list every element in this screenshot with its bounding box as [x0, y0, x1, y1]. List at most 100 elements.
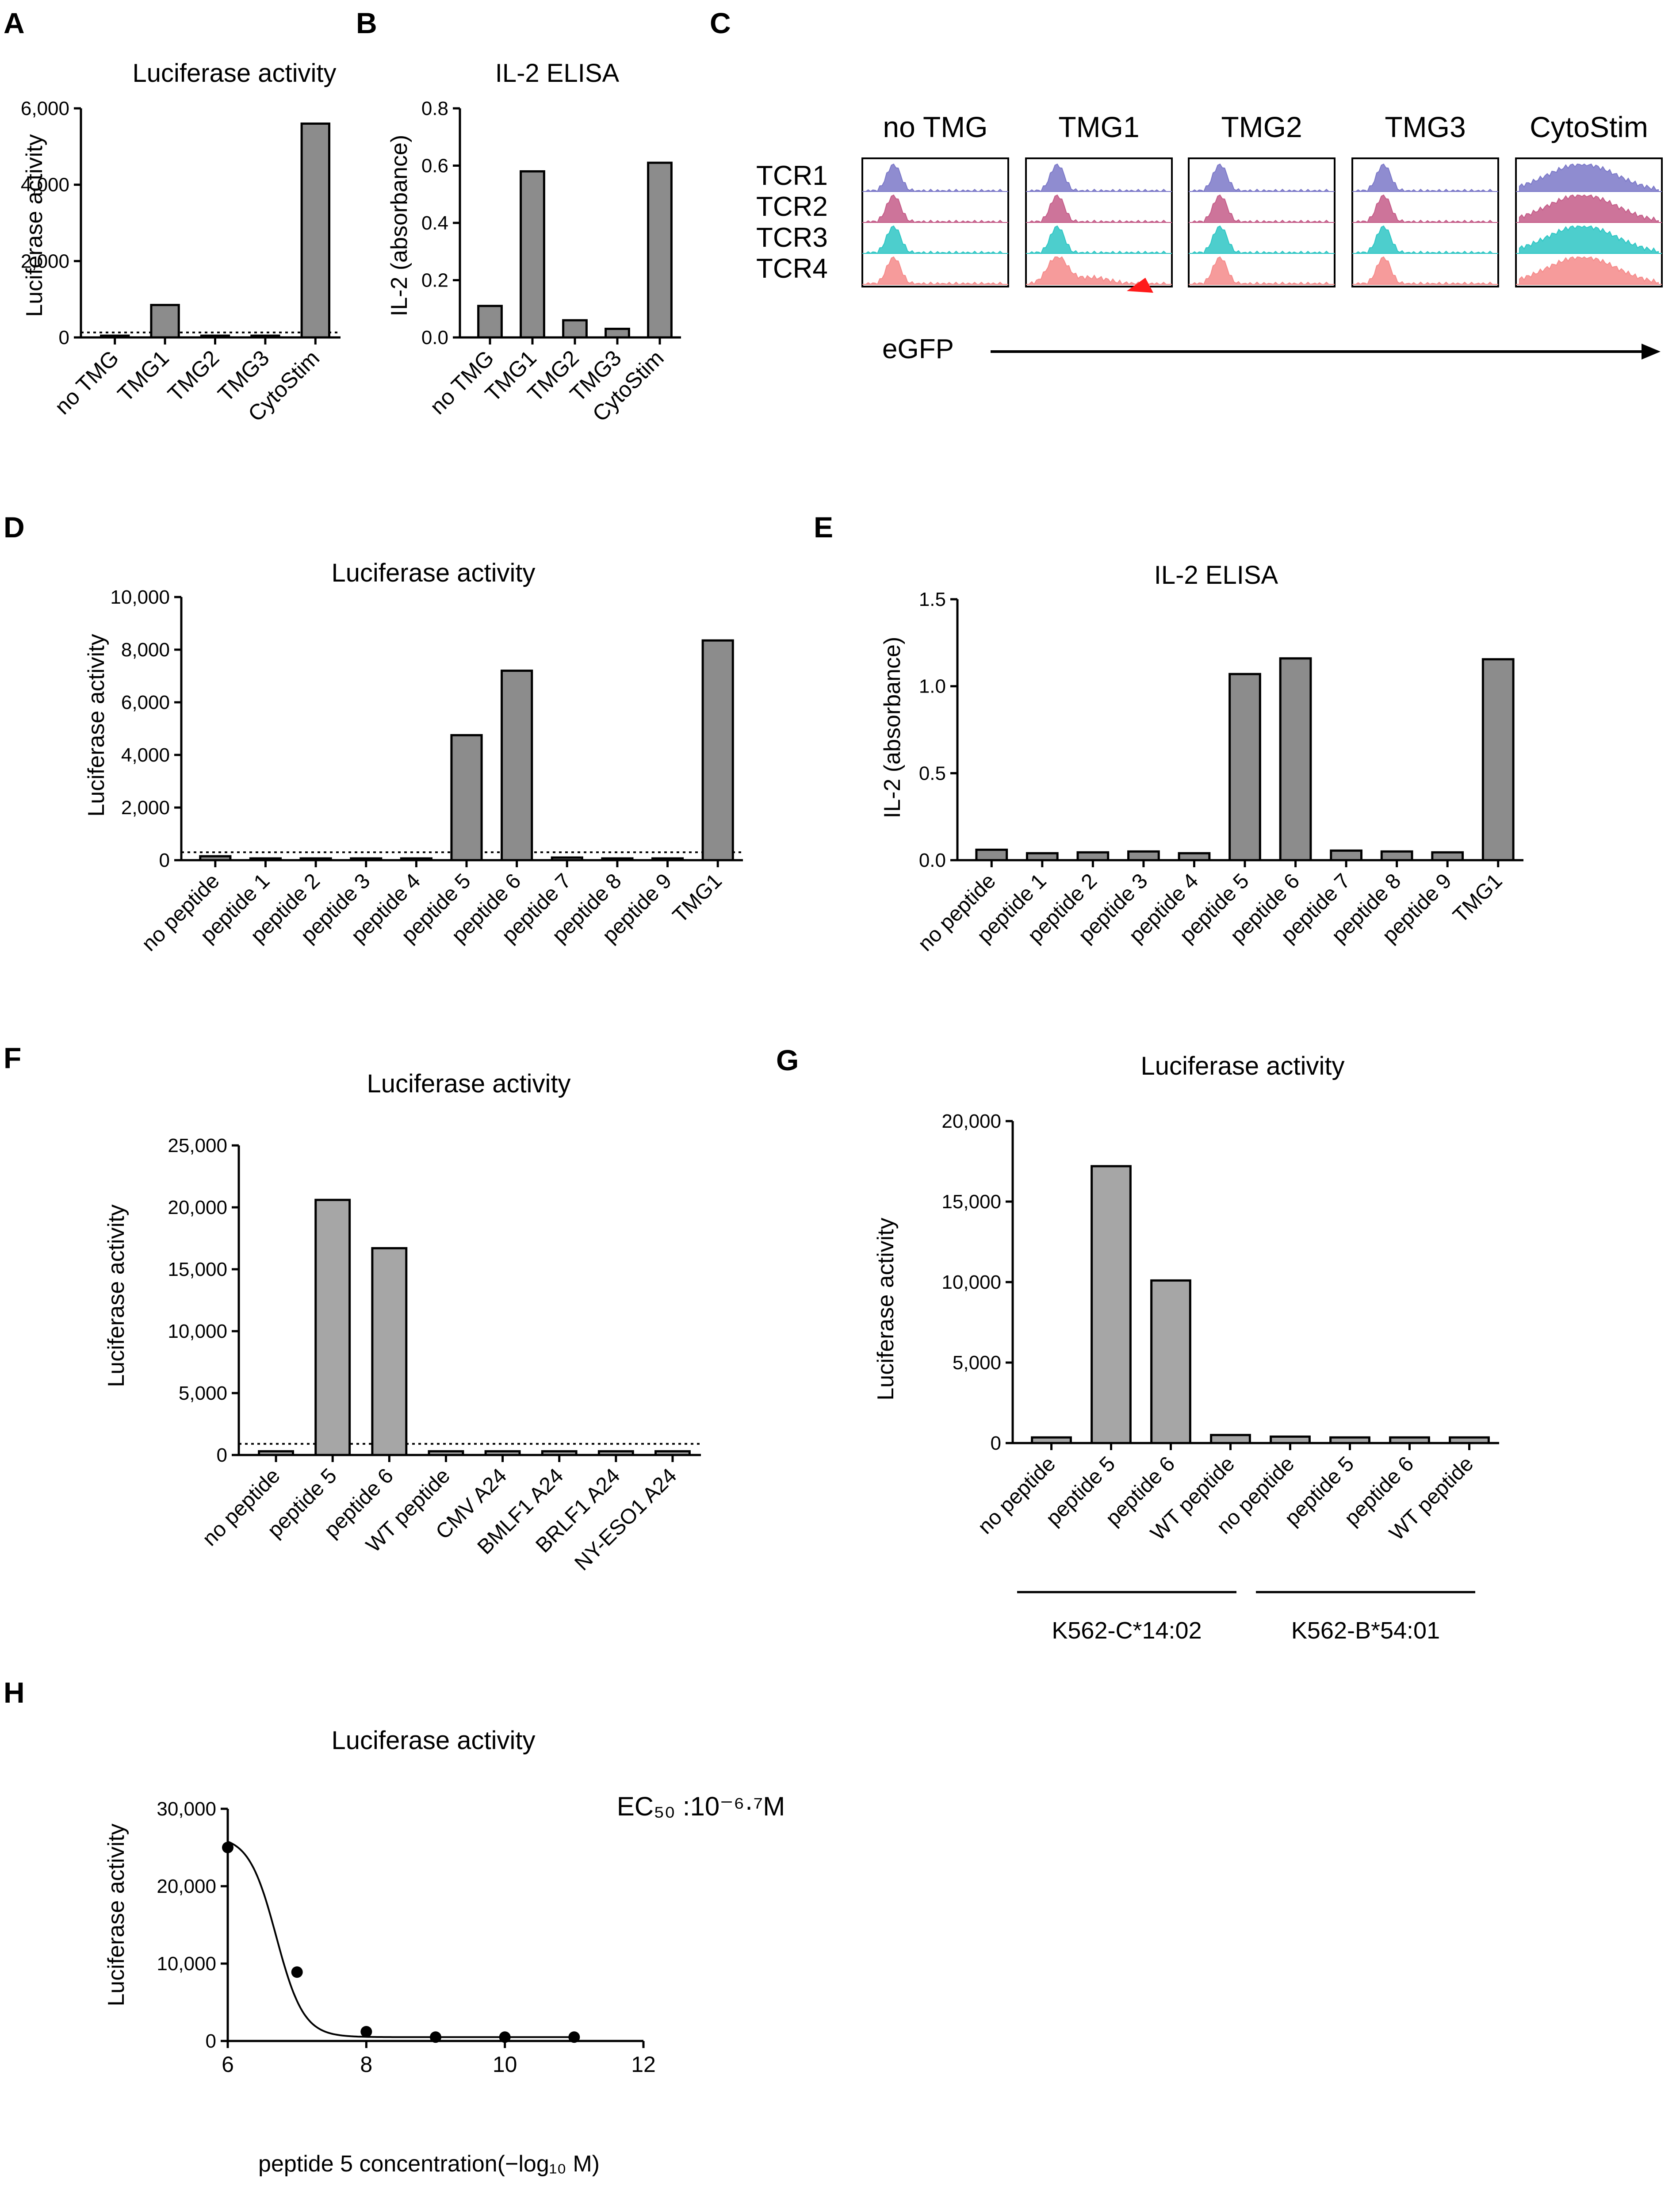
panel-label-d: D — [4, 511, 25, 544]
panel-f-y-tick-label: 15,000 — [168, 1259, 227, 1280]
panel-d-y-tick-label: 4,000 — [121, 744, 170, 766]
panel-d-y-tick-label: 6,000 — [121, 692, 170, 713]
panel-b-y-tick-label: 0.2 — [421, 270, 448, 291]
panel-label-f: F — [4, 1041, 21, 1074]
panel-e-y-tick-label: 0.5 — [919, 762, 946, 784]
panel-b-y-label: IL-2 (absorbance) — [387, 135, 412, 316]
panel-b: B IL-2 ELISA IL-2 (absorbance) 0.0 0.2 0.4… — [356, 7, 681, 426]
panel-g-y-tick-label: 5,000 — [953, 1352, 1001, 1374]
panel-d-title: Luciferase activity — [332, 559, 536, 587]
panel-c-histogram-tcr1 — [864, 163, 1005, 192]
panel-g-bar — [1150, 1279, 1191, 1444]
panel-b-bar — [477, 305, 503, 339]
panel-a-bar — [150, 304, 180, 339]
panel-g-bar — [1031, 1436, 1072, 1444]
panel-c-column-header: TMG3 — [1385, 111, 1466, 143]
panel-g-group-label: K562-C*14:02 — [1052, 1617, 1202, 1644]
panel-d-bar — [199, 855, 232, 862]
panel-g-y-tick-label: 0 — [991, 1432, 1001, 1454]
panel-c-histogram-tcr1 — [1190, 163, 1331, 192]
panel-c-histogram-tcr2 — [864, 194, 1005, 223]
panel-h-data-point — [499, 2031, 511, 2043]
panel-h-data-point — [222, 1842, 233, 1853]
panel-f-bar — [314, 1198, 351, 1456]
panel-e-bar — [1228, 673, 1261, 862]
panel-f-bar — [484, 1450, 521, 1456]
panel-c-row-label: TCR1 — [756, 161, 828, 191]
panel-d-y-label: Luciferase activity — [84, 634, 109, 816]
panel-h-data-point — [360, 2026, 372, 2037]
panel-b-y-tick-label: 0.8 — [421, 98, 448, 119]
panel-c-histogram-tcr1 — [1028, 163, 1168, 192]
panel-b-y-tick-label: 0.0 — [421, 327, 448, 348]
panel-h-y-label: Luciferase activity — [103, 1823, 129, 2006]
panel-f-y-tick-label: 0 — [217, 1444, 227, 1466]
panel-e-y-label: IL-2 (absorbance) — [880, 637, 905, 818]
panel-g-bar — [1389, 1436, 1430, 1444]
panel-d-y-tick-label: 10,000 — [110, 586, 170, 608]
panel-d-bar — [299, 857, 332, 862]
panel-d-bar — [701, 639, 734, 862]
panel-c-histogram-tcr2 — [1190, 194, 1331, 223]
panel-h-y-tick-label: 20,000 — [157, 1876, 216, 1897]
panel-d-bar — [249, 857, 282, 862]
panel-g-bar — [1270, 1435, 1311, 1444]
panel-c-histogram-tcr2 — [1354, 194, 1495, 223]
panel-h-data-point — [568, 2031, 580, 2043]
panel-h: H Luciferase activity Luciferase activit… — [4, 1676, 785, 2177]
panel-label-b: B — [356, 7, 377, 39]
panel-c-histogram-tcr4 — [1190, 256, 1331, 285]
panel-c-histogram-tcr3 — [1354, 225, 1495, 254]
panel-e-y-tick-label: 1.5 — [919, 589, 946, 610]
panel-f-bar — [654, 1450, 691, 1456]
panel-f-y-tick-label: 20,000 — [168, 1197, 227, 1218]
panel-a-bar — [250, 334, 280, 339]
panel-e-bar — [975, 848, 1008, 862]
panel-c-histogram-tcr2 — [1028, 194, 1168, 223]
panel-a: A Luciferase activity Luciferase activit… — [4, 7, 341, 426]
panel-c: C no TMG TMG1 TMG2 TMG3 CytoStim TCR1TCR2TCR3… — [710, 7, 1663, 364]
panel-label-c: C — [710, 7, 731, 39]
panel-e-category-label: TMG1 — [1449, 869, 1507, 927]
panel-e-bar — [1178, 852, 1211, 862]
panel-e-title: IL-2 ELISA — [1154, 561, 1278, 590]
panel-e-bar — [1127, 850, 1160, 862]
panel-b-bar — [520, 170, 545, 339]
panel-h-y-tick-label: 0 — [206, 2030, 216, 2052]
panel-label-a: A — [4, 7, 25, 39]
panel-h-x-label: peptide 5 concentration(−log₁₀ M) — [258, 2151, 600, 2177]
panel-d-y-tick-label: 0 — [159, 850, 170, 871]
panel-label-e: E — [814, 511, 833, 544]
panel-c-x-label: eGFP — [882, 334, 954, 364]
panel-c-histogram-tcr2 — [1519, 194, 1659, 223]
panel-a-y-label: Luciferase activity — [22, 134, 47, 317]
panel-c-histogram-tcr4 — [1519, 256, 1659, 285]
panel-e-bar — [1026, 852, 1059, 862]
panel-a-category-label: no TMG — [50, 345, 124, 419]
panel-f-plot: 0 5,000 10,000 15,000 20,000 25,000 no peptide… — [168, 1135, 701, 1575]
panel-a-y-tick-label: 2,000 — [21, 250, 69, 272]
panel-h-data-point — [430, 2031, 441, 2043]
panel-c-column-header: TMG2 — [1221, 111, 1302, 143]
panel-d-y-tick-label: 8,000 — [121, 639, 170, 661]
panel-c-column-header: CytoStim — [1530, 111, 1648, 143]
panel-f-bar — [371, 1247, 408, 1456]
panel-b-bar — [647, 161, 673, 339]
panel-f-category-label: no peptide — [198, 1464, 285, 1551]
panel-d-bar — [551, 856, 583, 862]
panel-g-bar — [1210, 1434, 1251, 1444]
panel-g-title: Luciferase activity — [1141, 1052, 1345, 1080]
panel-f-bar — [541, 1450, 578, 1456]
panel-g-y-label: Luciferase activity — [873, 1218, 899, 1400]
panel-a-category-label: TMG1 — [113, 345, 174, 406]
panel-d: D Luciferase activity Luciferase activit… — [4, 511, 743, 956]
panel-f-y-tick-label: 25,000 — [168, 1135, 227, 1156]
panel-label-h: H — [4, 1676, 25, 1709]
panel-c-row-label: TCR4 — [756, 253, 828, 284]
panel-g-y-tick-label: 10,000 — [941, 1271, 1001, 1293]
panel-f-title: Luciferase activity — [367, 1069, 571, 1098]
panel-d-bar — [400, 857, 432, 862]
